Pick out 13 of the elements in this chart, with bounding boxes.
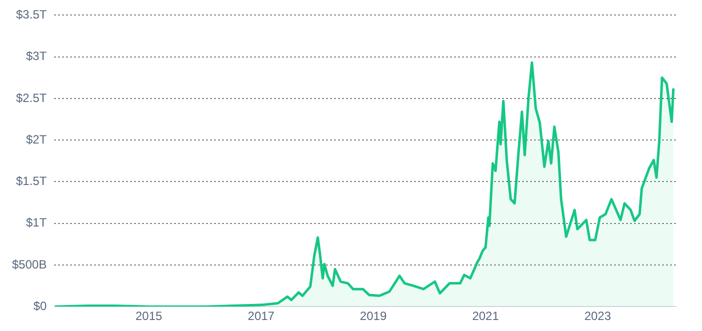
y-tick-label: $2.5T: [16, 90, 48, 105]
y-tick-label: $1.5T: [16, 174, 48, 188]
y-tick-label: $500B: [12, 257, 47, 272]
y-tick-label: $3T: [26, 49, 48, 64]
y-tick-label: $0: [33, 298, 48, 313]
y-tick-label: $1T: [26, 216, 48, 230]
x-tick-label: 2021: [472, 309, 500, 324]
y-tick-label: $2T: [26, 132, 48, 146]
x-tick-label: 2023: [584, 309, 612, 324]
x-tick-label: 2019: [360, 309, 387, 324]
x-tick-label: 2015: [136, 309, 163, 324]
y-tick-label: $3.5T: [16, 8, 48, 22]
x-tick-label: 2017: [248, 309, 275, 324]
